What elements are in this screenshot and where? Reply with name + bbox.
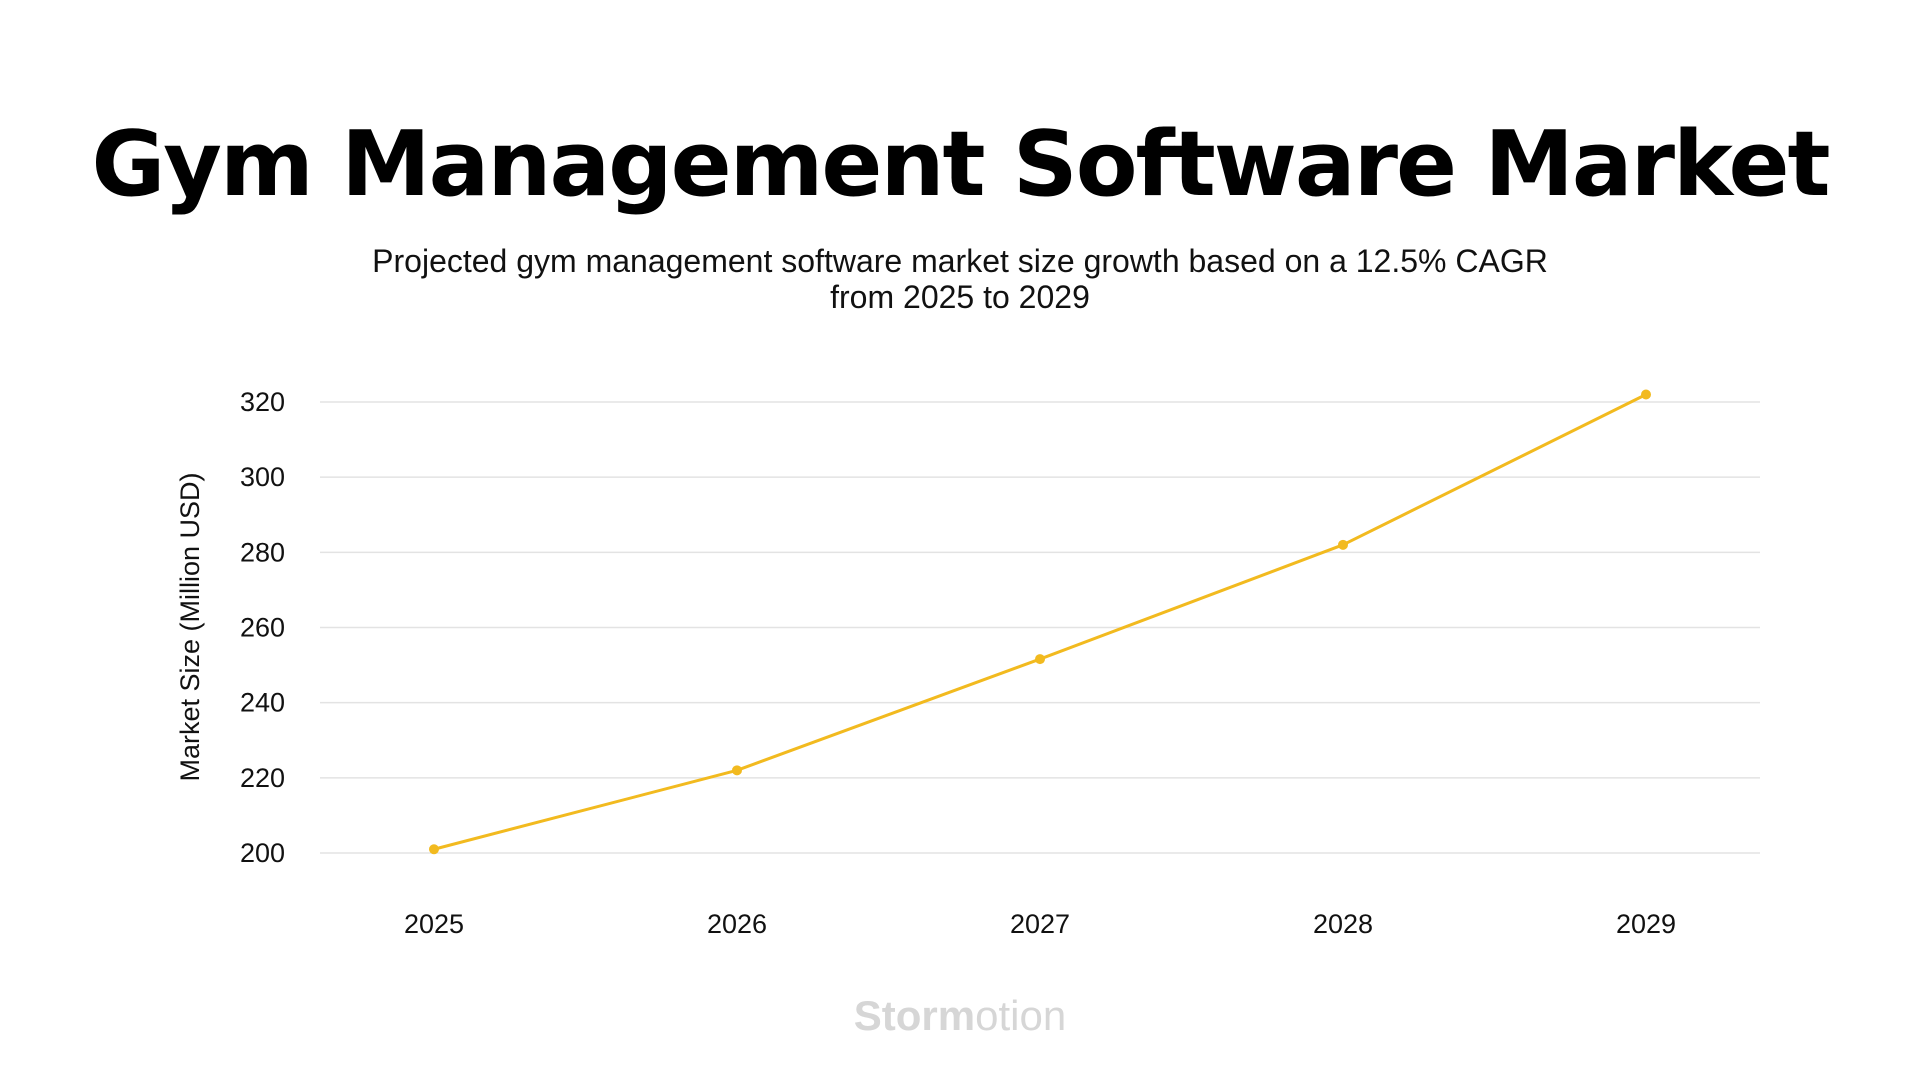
- logo-bold-text: Storm: [853, 992, 976, 1039]
- x-tick-label: 2029: [1616, 909, 1676, 939]
- x-tick-label: 2026: [707, 909, 767, 939]
- subtitle-line-2: from 2025 to 2029: [830, 279, 1090, 315]
- y-tick-label: 220: [240, 763, 285, 793]
- x-axis-ticks: 2025 2026 2027 2028 2029: [404, 909, 1676, 939]
- stormotion-logo: Stormotion: [0, 992, 1920, 1040]
- data-point: [429, 844, 439, 855]
- subtitle-line-1: Projected gym management software market…: [372, 243, 1548, 279]
- logo-light-text: otion: [975, 992, 1067, 1039]
- y-axis-ticks: 200 220 240 260 280 300 320: [240, 387, 285, 868]
- series-line: [433, 393, 1647, 851]
- y-axis-title: Market Size (Million USD): [175, 472, 205, 781]
- y-tick-label: 320: [240, 387, 285, 417]
- data-point: [1641, 389, 1651, 400]
- y-tick-label: 280: [240, 537, 285, 567]
- y-tick-label: 260: [240, 613, 285, 643]
- data-point: [732, 765, 742, 776]
- y-tick-label: 200: [240, 838, 285, 868]
- x-tick-label: 2027: [1010, 909, 1070, 939]
- series: [429, 389, 1651, 855]
- y-tick-label: 240: [240, 688, 285, 718]
- chart-subtitle: Projected gym management software market…: [260, 243, 1660, 315]
- data-point: [1035, 654, 1045, 665]
- gridlines: [320, 401, 1760, 854]
- y-tick-label: 300: [240, 462, 285, 492]
- data-point: [1338, 539, 1348, 550]
- x-tick-label: 2025: [404, 909, 464, 939]
- x-tick-label: 2028: [1313, 909, 1373, 939]
- chart-title: Gym Management Software Market: [91, 112, 1830, 217]
